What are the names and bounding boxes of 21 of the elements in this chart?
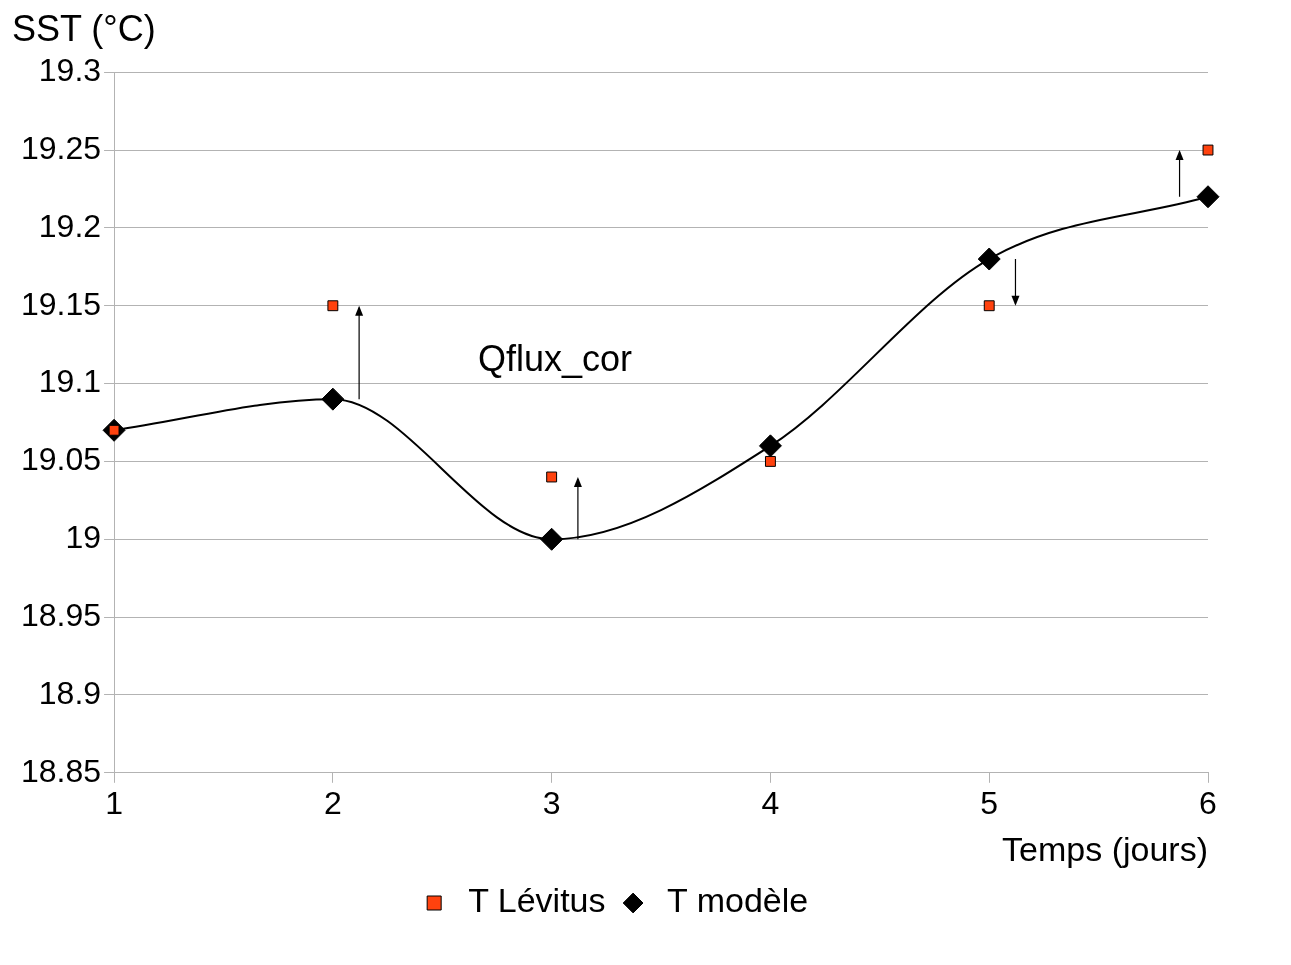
y-tick-label: 18.95: [21, 596, 102, 633]
y-tick-label: 19.05: [21, 441, 102, 478]
x-tick-label: 6: [1199, 784, 1217, 821]
legend-label: T modèle: [667, 881, 809, 920]
y-tick-label: 19.2: [38, 207, 102, 244]
y-axis-title: SST (°C): [12, 8, 157, 50]
x-tick-label: 1: [105, 784, 123, 821]
legend-label: T Lévitus: [468, 881, 606, 920]
x-tick-label: 2: [323, 784, 342, 821]
y-tick-label: 19.1: [38, 363, 102, 400]
x-tick-label: 3: [542, 784, 561, 821]
y-tick-label: 19.3: [38, 52, 102, 89]
y-tick-label: 19.15: [21, 285, 102, 322]
annotation: Qflux_cor: [478, 338, 633, 380]
y-tick-label: 19: [65, 519, 102, 556]
y-tick-label: 18.9: [38, 674, 102, 711]
y-tick-label: 18.85: [21, 752, 102, 789]
x-tick-label: 5: [980, 784, 999, 821]
x-tick-label: 4: [761, 784, 780, 821]
y-tick-label: 19.25: [21, 129, 102, 166]
x-axis-title: Temps (jours): [1002, 829, 1208, 868]
